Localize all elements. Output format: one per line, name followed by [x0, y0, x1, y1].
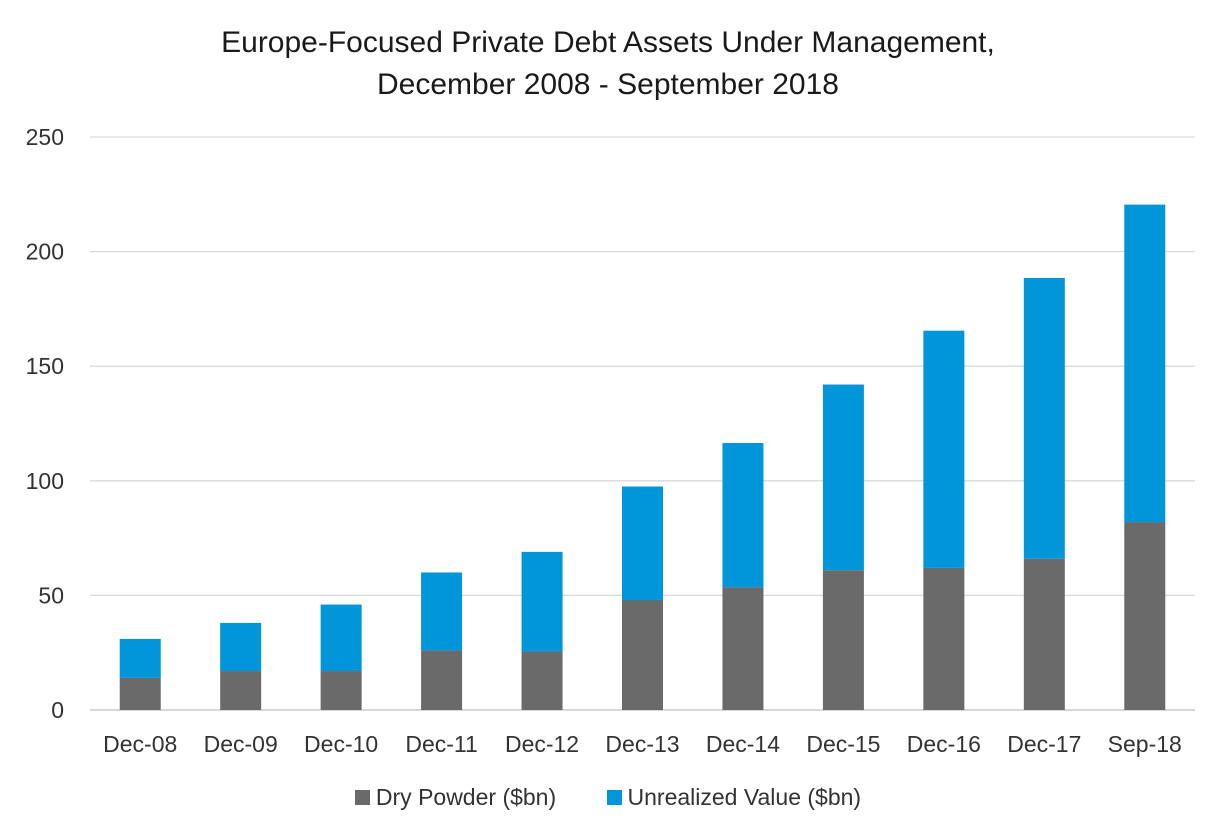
- legend-label-dry-powder: Dry Powder ($bn): [375, 784, 557, 810]
- bar-dry-powder: [320, 671, 362, 710]
- bar-unrealized-value: [1124, 204, 1166, 523]
- bar-dry-powder: [521, 651, 563, 710]
- bar-unrealized-value: [220, 622, 262, 672]
- x-tick-label: Dec-09: [204, 731, 278, 757]
- plot-area: 0 50 100 150 200 250 Dec-08 Dec-09 Dec-10 Dec-11 D…: [26, 124, 1195, 757]
- chart-title-block: Europe-Focused Private Debt Assets Under…: [0, 22, 1216, 106]
- legend-label-unrealized-value: Unrealized Value ($bn): [627, 784, 862, 810]
- x-tick-label: Dec-16: [907, 731, 981, 757]
- y-tick-label: 50: [38, 582, 64, 608]
- bar-dry-powder: [119, 677, 161, 710]
- x-tick-label: Dec-13: [605, 731, 679, 757]
- x-tick-label: Dec-12: [505, 731, 579, 757]
- y-tick-label: 0: [51, 697, 64, 723]
- x-tick-label: Dec-15: [806, 731, 880, 757]
- bar-dry-powder: [421, 650, 463, 710]
- y-tick-label: 150: [26, 353, 64, 379]
- bar-unrealized-value: [119, 638, 161, 678]
- y-tick-label: 200: [26, 239, 64, 265]
- bar-dry-powder: [622, 599, 663, 710]
- bar-unrealized-value: [622, 486, 663, 600]
- bar-unrealized-value: [923, 330, 965, 568]
- legend-swatch-unrealized-value: [606, 790, 622, 805]
- legend: Dry Powder ($bn) Unrealized Value ($bn): [0, 784, 1216, 811]
- legend-item-dry-powder: Dry Powder ($bn): [354, 784, 557, 811]
- x-tick-label: Dec-14: [706, 731, 780, 757]
- bar-unrealized-value: [722, 442, 764, 588]
- x-tick-label: Dec-08: [103, 731, 177, 757]
- x-tick-label: Dec-11: [405, 731, 477, 757]
- bar-dry-powder: [1023, 558, 1065, 710]
- y-tick-label: 250: [26, 124, 64, 150]
- y-tick-label: 100: [26, 468, 64, 494]
- bar-unrealized-value: [521, 551, 563, 652]
- legend-swatch-dry-powder: [354, 790, 370, 805]
- bar-dry-powder: [722, 587, 764, 710]
- bar-dry-powder: [220, 671, 262, 710]
- bar-dry-powder: [923, 567, 965, 710]
- x-tick-label: Dec-10: [304, 731, 378, 757]
- x-tick-label: Dec-17: [1007, 731, 1081, 757]
- bar-dry-powder: [1124, 522, 1166, 710]
- x-tick-label: Sep-18: [1108, 731, 1182, 757]
- bar-unrealized-value: [822, 384, 864, 571]
- chart-subtitle: December 2008 - September 2018: [377, 68, 839, 101]
- chart-title: Europe-Focused Private Debt Assets Under…: [221, 26, 995, 59]
- bar-unrealized-value: [421, 572, 463, 651]
- bar-unrealized-value: [320, 604, 362, 672]
- bar-dry-powder: [822, 570, 864, 710]
- bar-unrealized-value: [1023, 277, 1065, 559]
- legend-item-unrealized-value: Unrealized Value ($bn): [606, 784, 862, 811]
